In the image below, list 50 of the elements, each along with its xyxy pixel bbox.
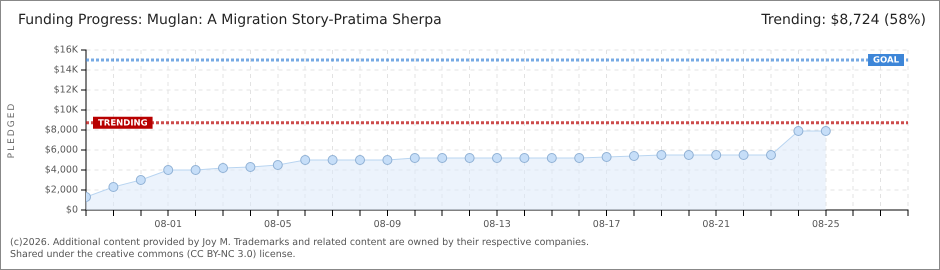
ref-line-label: TRENDING: [98, 118, 148, 128]
point: [546, 153, 557, 163]
y-tick-label: $12K: [54, 84, 79, 96]
point: [766, 150, 776, 160]
chart-title: Funding Progress: Muglan: A Migration Story-Pratima Sherpa: [18, 12, 442, 28]
point: [629, 151, 639, 161]
point: [820, 126, 831, 136]
chart-subtitle: Trending: $8,724 (58%): [761, 12, 926, 28]
point: [684, 150, 694, 160]
y-tick-label: $0: [66, 204, 78, 216]
point: [108, 182, 118, 192]
point: [574, 153, 584, 163]
point: [355, 155, 365, 165]
point: [437, 153, 448, 163]
y-tick-label: $4,000: [44, 164, 78, 176]
x-tick-label: 08-09: [374, 219, 402, 230]
x-tick-label: 08-05: [264, 219, 292, 230]
point: [382, 155, 392, 165]
x-tick-label: 08-21: [702, 219, 730, 230]
y-tick-label: $6,000: [44, 144, 78, 156]
point: [300, 155, 310, 165]
y-tick-label: $10K: [54, 104, 79, 116]
y-tick-label: $2,000: [44, 184, 78, 196]
point: [328, 155, 338, 165]
text: Shared under the creative commons (CC BY-NC 3.0) license.: [10, 249, 296, 260]
y-tick-label: $16K: [54, 44, 79, 56]
y-tick-label: $8,000: [44, 124, 78, 136]
x-tick-label: 08-17: [592, 219, 620, 230]
point: [245, 162, 256, 172]
y-tick-label: $14K: [54, 64, 79, 76]
y-axis-title: PLEDGED: [7, 102, 17, 158]
x-tick-label: 08-25: [812, 219, 840, 230]
point: [410, 153, 420, 163]
point: [464, 153, 475, 163]
point: [711, 150, 722, 160]
point: [218, 163, 228, 173]
text: (c)2026. Additional content provided by Joy M. Trademarks and related content are owned by their respective companies.: [10, 237, 589, 248]
point: [190, 165, 201, 175]
point: [738, 150, 749, 160]
point: [163, 165, 174, 175]
x-tick-label: 08-01: [154, 219, 182, 230]
point: [136, 175, 146, 185]
x-tick-label: 08-13: [483, 219, 511, 230]
point: [793, 126, 804, 136]
ref-line-label: GOAL: [873, 56, 900, 66]
point: [519, 153, 530, 163]
point: [602, 152, 612, 162]
point: [492, 153, 502, 163]
point: [272, 160, 283, 170]
point: [656, 150, 666, 160]
